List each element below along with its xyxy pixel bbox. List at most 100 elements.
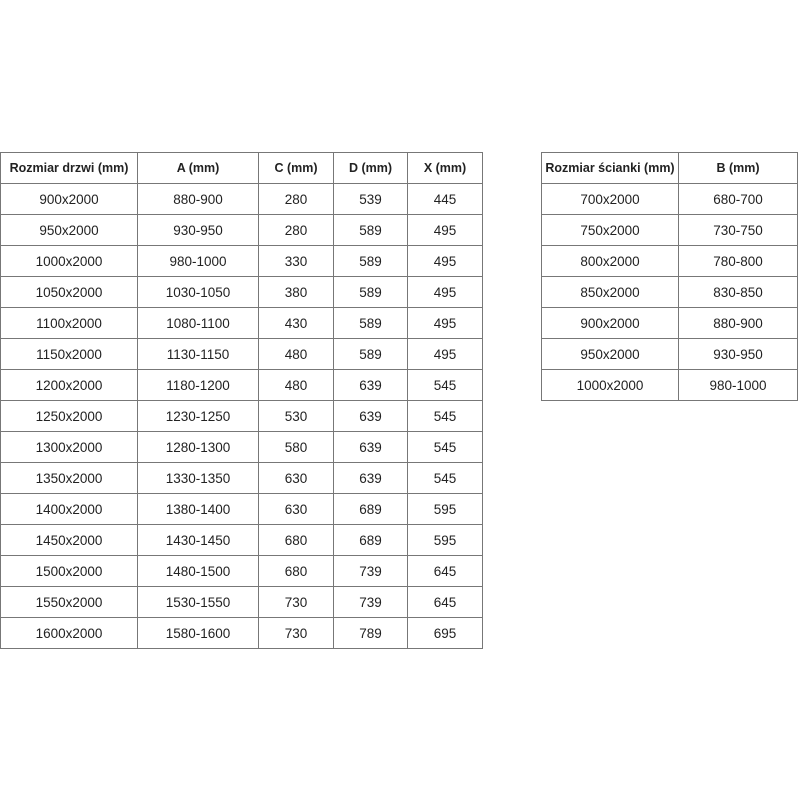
column-header: Rozmiar ścianki (mm)	[541, 152, 679, 184]
table-cell: 1550x2000	[0, 586, 138, 618]
table-cell: 1350x2000	[0, 462, 138, 494]
table-cell: 1030-1050	[137, 276, 259, 308]
table-cell: 1400x2000	[0, 493, 138, 525]
table-row: 1450x2000 1430-1450 680 689 595	[0, 524, 483, 556]
table-header-row: Rozmiar ścianki (mm) B (mm)	[541, 152, 798, 184]
table-cell: 950x2000	[541, 338, 679, 370]
table-cell: 695	[407, 617, 483, 649]
table-cell: 445	[407, 183, 483, 215]
column-header: Rozmiar drzwi (mm)	[0, 152, 138, 184]
table-row: 850x2000 830-850	[541, 276, 798, 308]
table-row: 950x2000 930-950	[541, 338, 798, 370]
table-cell: 700x2000	[541, 183, 679, 215]
table-cell: 589	[333, 276, 408, 308]
table-cell: 730	[258, 586, 334, 618]
table-cell: 950x2000	[0, 214, 138, 246]
table-cell: 280	[258, 183, 334, 215]
table-cell: 980-1000	[678, 369, 798, 401]
table-cell: 750x2000	[541, 214, 679, 246]
table-cell: 1050x2000	[0, 276, 138, 308]
table-cell: 1250x2000	[0, 400, 138, 432]
table-cell: 1330-1350	[137, 462, 259, 494]
table-cell: 739	[333, 555, 408, 587]
table-cell: 739	[333, 586, 408, 618]
table-cell: 1180-1200	[137, 369, 259, 401]
table-cell: 495	[407, 307, 483, 339]
table-cell: 980-1000	[137, 245, 259, 277]
table-cell: 495	[407, 245, 483, 277]
table-cell: 630	[258, 493, 334, 525]
table-cell: 539	[333, 183, 408, 215]
table-cell: 330	[258, 245, 334, 277]
table-cell: 930-950	[678, 338, 798, 370]
table-row: 1200x2000 1180-1200 480 639 545	[0, 369, 483, 401]
table-cell: 1230-1250	[137, 400, 259, 432]
table-cell: 595	[407, 493, 483, 525]
table-cell: 380	[258, 276, 334, 308]
table-cell: 1100x2000	[0, 307, 138, 339]
table-cell: 1280-1300	[137, 431, 259, 463]
table-cell: 1380-1400	[137, 493, 259, 525]
table-cell: 1200x2000	[0, 369, 138, 401]
table-cell: 1150x2000	[0, 338, 138, 370]
table-cell: 495	[407, 214, 483, 246]
table-header-row: Rozmiar drzwi (mm) A (mm) C (mm) D (mm) X (m…	[0, 152, 483, 184]
table-cell: 730	[258, 617, 334, 649]
table-cell: 680	[258, 555, 334, 587]
table-row: 1400x2000 1380-1400 630 689 595	[0, 493, 483, 525]
column-header: D (mm)	[333, 152, 408, 184]
table-cell: 900x2000	[0, 183, 138, 215]
table-row: 1350x2000 1330-1350 630 639 545	[0, 462, 483, 494]
column-header: X (mm)	[407, 152, 483, 184]
table-row: 900x2000 880-900	[541, 307, 798, 339]
table-cell: 800x2000	[541, 245, 679, 277]
table-cell: 1580-1600	[137, 617, 259, 649]
table-cell: 589	[333, 338, 408, 370]
table-row: 1500x2000 1480-1500 680 739 645	[0, 555, 483, 587]
table-cell: 589	[333, 245, 408, 277]
table-cell: 689	[333, 493, 408, 525]
table-cell: 1000x2000	[541, 369, 679, 401]
table-cell: 880-900	[137, 183, 259, 215]
table-cell: 580	[258, 431, 334, 463]
table-cell: 430	[258, 307, 334, 339]
table-cell: 830-850	[678, 276, 798, 308]
table-row: 1150x2000 1130-1150 480 589 495	[0, 338, 483, 370]
table-cell: 1450x2000	[0, 524, 138, 556]
table-cell: 545	[407, 369, 483, 401]
table-row: 1100x2000 1080-1100 430 589 495	[0, 307, 483, 339]
table-cell: 545	[407, 431, 483, 463]
table-row: 900x2000 880-900 280 539 445	[0, 183, 483, 215]
table-cell: 545	[407, 400, 483, 432]
table-cell: 480	[258, 369, 334, 401]
table-row: 1550x2000 1530-1550 730 739 645	[0, 586, 483, 618]
table-cell: 680-700	[678, 183, 798, 215]
table-cell: 589	[333, 307, 408, 339]
table-cell: 850x2000	[541, 276, 679, 308]
table-cell: 645	[407, 555, 483, 587]
table-cell: 1300x2000	[0, 431, 138, 463]
table-cell: 495	[407, 276, 483, 308]
table-cell: 1130-1150	[137, 338, 259, 370]
table-cell: 545	[407, 462, 483, 494]
table-row: 700x2000 680-700	[541, 183, 798, 215]
table-row: 750x2000 730-750	[541, 214, 798, 246]
table-cell: 480	[258, 338, 334, 370]
table-cell: 1080-1100	[137, 307, 259, 339]
table-cell: 789	[333, 617, 408, 649]
door-sizes-table: Rozmiar drzwi (mm) A (mm) C (mm) D (mm) X (m…	[0, 152, 483, 649]
table-cell: 495	[407, 338, 483, 370]
table-cell: 589	[333, 214, 408, 246]
table-cell: 880-900	[678, 307, 798, 339]
table-cell: 1500x2000	[0, 555, 138, 587]
table-cell: 280	[258, 214, 334, 246]
table-cell: 595	[407, 524, 483, 556]
table-cell: 1600x2000	[0, 617, 138, 649]
table-row: 1000x2000 980-1000	[541, 369, 798, 401]
table-cell: 1000x2000	[0, 245, 138, 277]
table-cell: 1530-1550	[137, 586, 259, 618]
table-cell: 639	[333, 431, 408, 463]
table-cell: 639	[333, 462, 408, 494]
table-cell: 639	[333, 369, 408, 401]
table-row: 950x2000 930-950 280 589 495	[0, 214, 483, 246]
